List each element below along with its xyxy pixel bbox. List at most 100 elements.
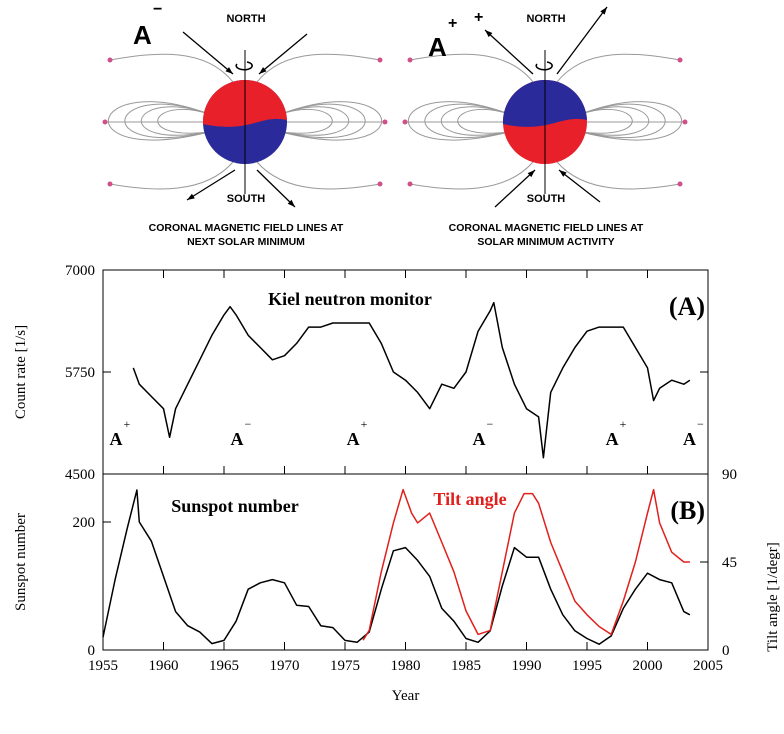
polarity-label-sign: − xyxy=(245,417,252,431)
arrow xyxy=(256,169,296,208)
x-tick-label: 1955 xyxy=(88,658,118,674)
caption: CORONAL MAGNETIC FIELD LINES AT xyxy=(149,222,344,234)
polarity-label: A xyxy=(683,429,696,449)
field-end xyxy=(682,119,688,125)
x-tick-label: 2000 xyxy=(633,658,663,674)
arrow xyxy=(258,33,308,75)
polarity: A xyxy=(133,20,152,50)
x-tick-label: 1980 xyxy=(391,658,421,674)
polarity-sign: + xyxy=(448,15,457,32)
field-line xyxy=(457,108,510,134)
arrow xyxy=(494,169,536,208)
polarity: A xyxy=(428,32,447,62)
x-tick-label: 1985 xyxy=(451,658,481,674)
field-line xyxy=(580,106,649,136)
field-line xyxy=(280,103,366,138)
arrow xyxy=(556,6,608,75)
north-label: NORTH xyxy=(526,13,565,25)
field-line xyxy=(157,108,210,134)
y-tick-label: 0 xyxy=(88,643,96,659)
field-line xyxy=(141,106,210,136)
y-tick-label: 200 xyxy=(73,515,96,531)
polarity-label-sign: − xyxy=(487,417,494,431)
y2-tick-label: 90 xyxy=(722,467,737,483)
series-line xyxy=(102,489,691,645)
x-tick-label: 1990 xyxy=(512,658,542,674)
south-label: SOUTH xyxy=(227,193,266,205)
field-end xyxy=(102,119,108,125)
field-end xyxy=(377,181,383,187)
caption: CORONAL MAGNETIC FIELD LINES AT xyxy=(449,222,644,234)
field-end xyxy=(377,57,383,63)
y2-axis-label: Tilt angle [1/degr] xyxy=(765,542,781,651)
polarity-label: A xyxy=(606,429,619,449)
field-line xyxy=(409,53,534,83)
outflow-sign: + xyxy=(474,9,483,26)
y-tick-label: 7000 xyxy=(65,263,95,279)
field-line xyxy=(580,108,633,134)
arrow-head xyxy=(225,67,233,74)
arrow xyxy=(484,29,534,75)
field-line xyxy=(109,53,234,83)
polarity-sign: − xyxy=(153,1,162,18)
polarity-label-sign: + xyxy=(124,417,131,431)
arrow-head xyxy=(259,67,267,74)
y-axis-label: Count rate [1/s] xyxy=(13,325,29,419)
field-line xyxy=(580,103,666,138)
x-tick-label: 1975 xyxy=(330,658,360,674)
series-label: Tilt angle xyxy=(433,489,506,509)
series-line xyxy=(132,301,691,459)
north-label: NORTH xyxy=(226,13,265,25)
field-line xyxy=(280,106,349,136)
arrow-head xyxy=(559,170,567,177)
field-end xyxy=(107,57,113,63)
field-end xyxy=(407,57,413,63)
field-line xyxy=(409,161,534,190)
x-axis-label: Year xyxy=(392,688,420,704)
arrow xyxy=(182,31,234,75)
field-end xyxy=(107,181,113,187)
x-tick-label: 1995 xyxy=(572,658,602,674)
x-tick-label: 1970 xyxy=(270,658,300,674)
arrow-head xyxy=(527,170,535,178)
arrow xyxy=(186,169,236,201)
y-axis-label: Sunspot number xyxy=(13,513,29,611)
x-tick-label: 1960 xyxy=(149,658,179,674)
rotation xyxy=(235,61,253,71)
series-label: Sunspot number xyxy=(171,496,299,516)
field-end xyxy=(407,181,413,187)
field-line xyxy=(256,161,381,190)
series-line xyxy=(362,488,690,641)
caption: NEXT SOLAR MINIMUM xyxy=(187,236,305,248)
arrow-head xyxy=(485,30,493,38)
arrow-head xyxy=(287,199,295,207)
field-line xyxy=(441,106,510,136)
field-line xyxy=(556,161,681,190)
field-line xyxy=(280,108,333,134)
rotation xyxy=(535,61,553,71)
x-tick-label: 1965 xyxy=(209,658,239,674)
arrow-head xyxy=(187,193,195,200)
polarity-label: A xyxy=(110,429,123,449)
series-label: Kiel neutron monitor xyxy=(268,289,432,309)
y-tick-label: 5750 xyxy=(65,365,95,381)
polarity-label: A xyxy=(473,429,486,449)
field-line xyxy=(424,103,510,138)
field-line xyxy=(280,101,382,141)
field-end xyxy=(677,181,683,187)
caption: SOLAR MINIMUM ACTIVITY xyxy=(477,236,614,248)
arrow-head xyxy=(600,7,607,15)
polarity-label-sign: + xyxy=(620,417,627,431)
panel-label: (B) xyxy=(670,496,705,525)
polarity-label-sign: − xyxy=(697,417,704,431)
y2-tick-label: 0 xyxy=(722,643,730,659)
y-tick-label: 4500 xyxy=(65,467,95,483)
field-line xyxy=(408,101,510,141)
field-end xyxy=(677,57,683,63)
field-line xyxy=(109,161,234,190)
field-diagram: NORTH SOUTH A− CORONAL MAGNETIC FIELD LINES… xyxy=(102,1,388,248)
arrow xyxy=(558,169,601,203)
field-end xyxy=(382,119,388,125)
